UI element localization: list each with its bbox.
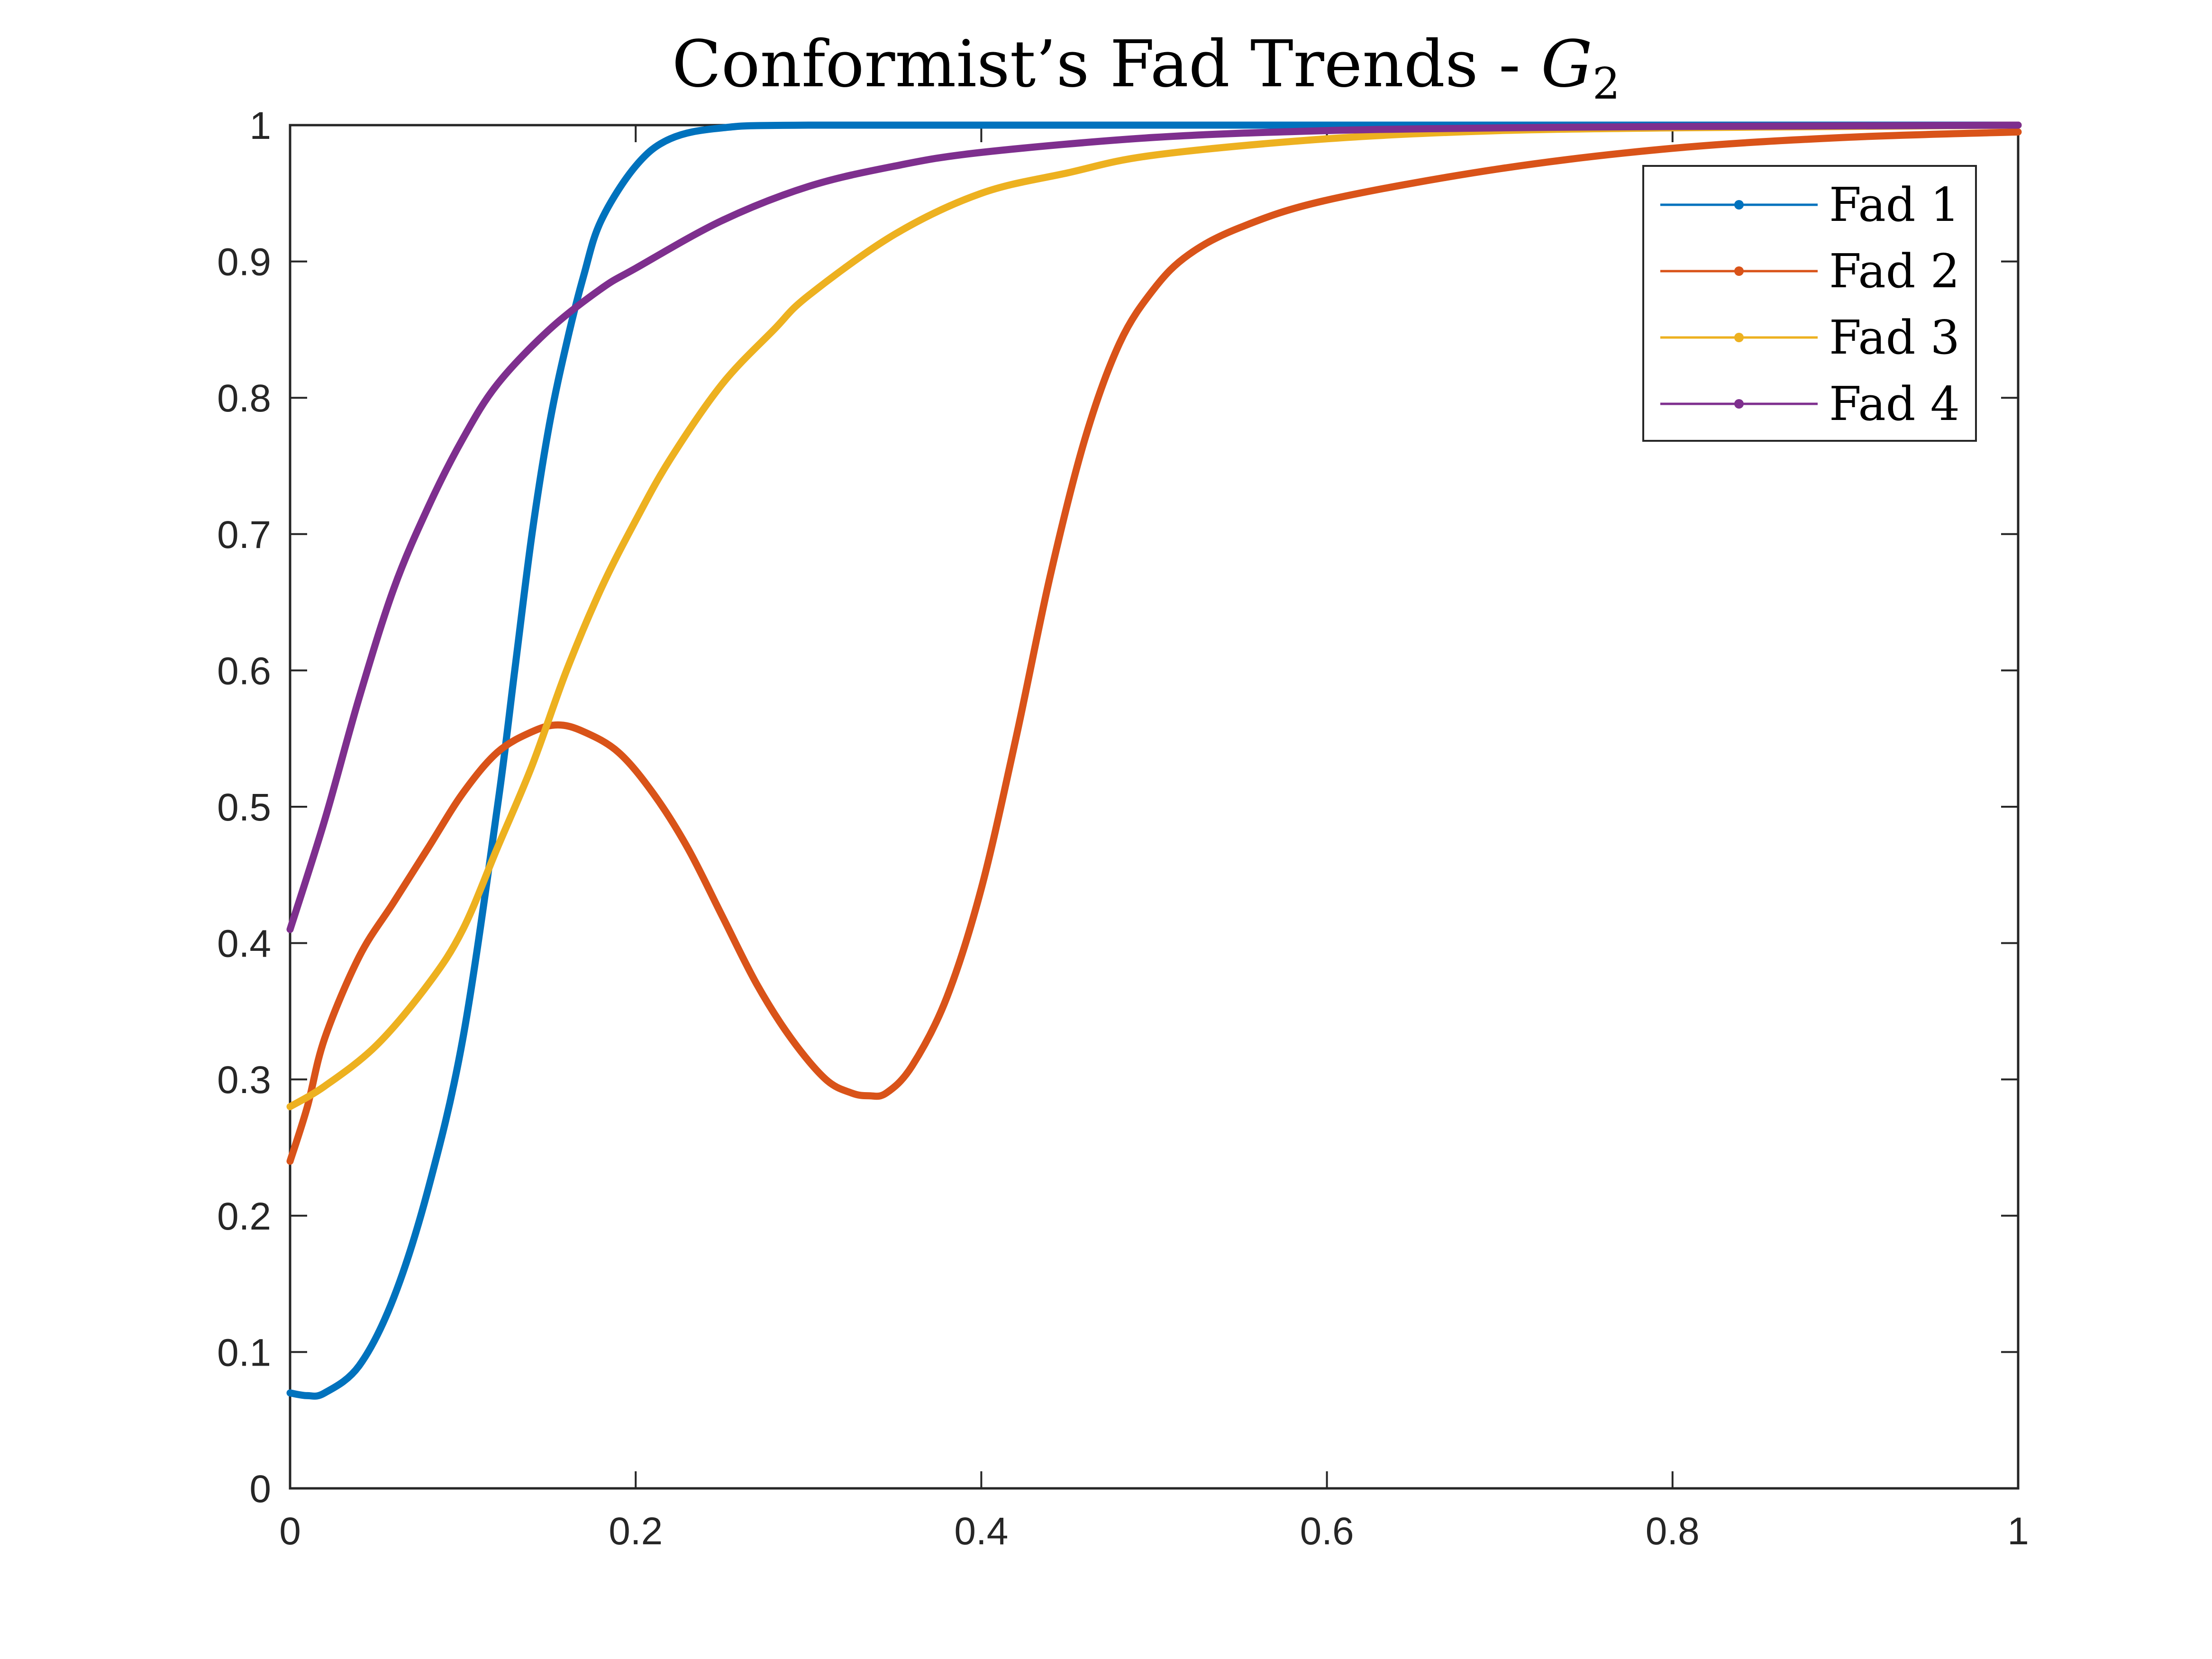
y-tick-label: 0.5 — [217, 786, 271, 829]
series-line-fad-2 — [286, 128, 2022, 1165]
x-tick-label: 0.8 — [1646, 1510, 1700, 1553]
y-tick-label: 0.3 — [217, 1058, 271, 1102]
legend-marker-fad-1 — [1734, 200, 1744, 210]
legend-marker-fad-3 — [1734, 333, 1744, 342]
legend-label-fad-4: Fad 4 — [1829, 377, 1960, 431]
y-tick-label: 0.9 — [217, 241, 271, 284]
y-tick-label: 0.1 — [217, 1331, 271, 1374]
y-tick-label: 0.6 — [217, 649, 271, 693]
series-line-fad-1 — [286, 121, 2022, 1400]
x-tick-label: 0.6 — [1300, 1510, 1354, 1553]
series-line-fad-4 — [286, 121, 2022, 933]
y-tick-label: 0.8 — [217, 377, 271, 420]
legend-marker-fad-2 — [1734, 266, 1744, 276]
y-tick-label: 0.2 — [217, 1195, 271, 1238]
legend-marker-fad-4 — [1734, 399, 1744, 409]
y-tick-label: 0 — [249, 1468, 271, 1511]
legend-label-fad-2: Fad 2 — [1829, 245, 1960, 299]
chart-title-text: Conformist’s Fad Trends - — [672, 27, 1541, 102]
series-lines — [286, 121, 2022, 1400]
y-tick-label: 0.7 — [217, 513, 271, 556]
chart-title: Conformist’s Fad Trends - G2 — [672, 27, 1620, 109]
legend-box — [1642, 165, 1977, 442]
legend-label-fad-1: Fad 1 — [1829, 178, 1960, 232]
x-tick-label: 1 — [2007, 1510, 2029, 1553]
x-tick-label: 0 — [279, 1510, 301, 1553]
y-tick-label: 0.4 — [217, 922, 271, 966]
y-tick-label: 1 — [249, 104, 271, 147]
chart-title-math-subscript: 2 — [1593, 58, 1620, 109]
legend: Fad 1 Fad 2 Fad 3 Fad 4 — [1642, 165, 1977, 442]
legend-label-fad-3: Fad 3 — [1829, 311, 1960, 365]
x-tick-label: 0.4 — [954, 1510, 1008, 1553]
x-tick-label: 0.2 — [609, 1510, 663, 1553]
chart-title-math: G — [1541, 27, 1593, 102]
